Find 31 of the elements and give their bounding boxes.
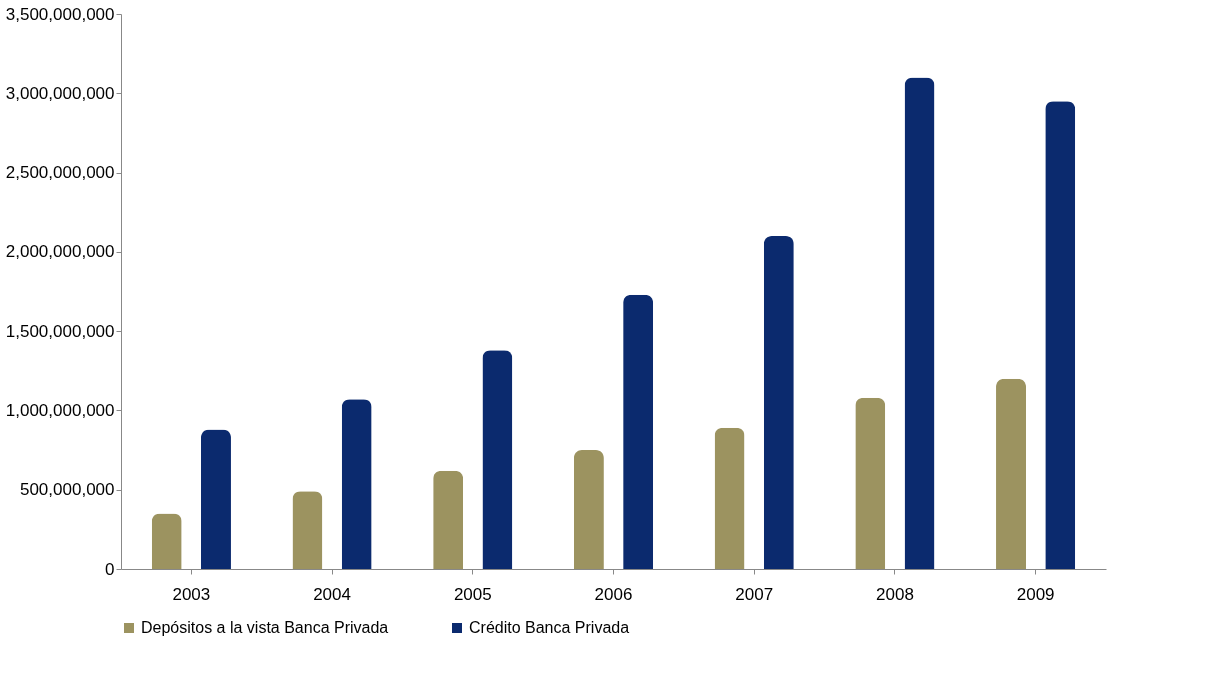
x-tick-label: 2009: [1016, 584, 1055, 604]
bar: [714, 427, 745, 569]
x-tick-label: 2006: [594, 584, 633, 604]
y-tick-label: 500,000,000: [19, 480, 115, 500]
bar: [763, 236, 794, 569]
legend-label: Crédito Banca Privada: [469, 619, 630, 636]
bar: [151, 513, 182, 569]
y-tick-label: 1,000,000,000: [5, 400, 115, 420]
y-tick-label: 1,500,000,000: [5, 321, 115, 341]
bar: [482, 350, 513, 569]
bar: [341, 399, 372, 569]
bar: [200, 429, 231, 569]
bar: [996, 378, 1027, 569]
bar: [904, 77, 935, 569]
x-tick-label: 2004: [313, 584, 351, 604]
x-tick-label: 2003: [172, 584, 211, 604]
x-tick-label: 2008: [876, 584, 914, 604]
y-tick-label: 2,000,000,000: [5, 242, 115, 262]
y-tick-label: 0: [105, 559, 115, 579]
bar: [1045, 101, 1076, 569]
x-tick-label: 2005: [453, 584, 492, 604]
legend-label: Depósitos a la vista Banca Privada: [141, 619, 389, 636]
y-tick-label: 3,000,000,000: [5, 83, 115, 103]
bar: [855, 397, 886, 569]
y-tick-label: 2,500,000,000: [5, 163, 115, 183]
bar: [573, 450, 604, 569]
bar: [292, 491, 323, 569]
bar: [433, 470, 464, 569]
bar: [623, 294, 654, 569]
y-tick-label: 3,500,000,000: [5, 4, 115, 24]
x-tick-label: 2007: [735, 584, 774, 604]
